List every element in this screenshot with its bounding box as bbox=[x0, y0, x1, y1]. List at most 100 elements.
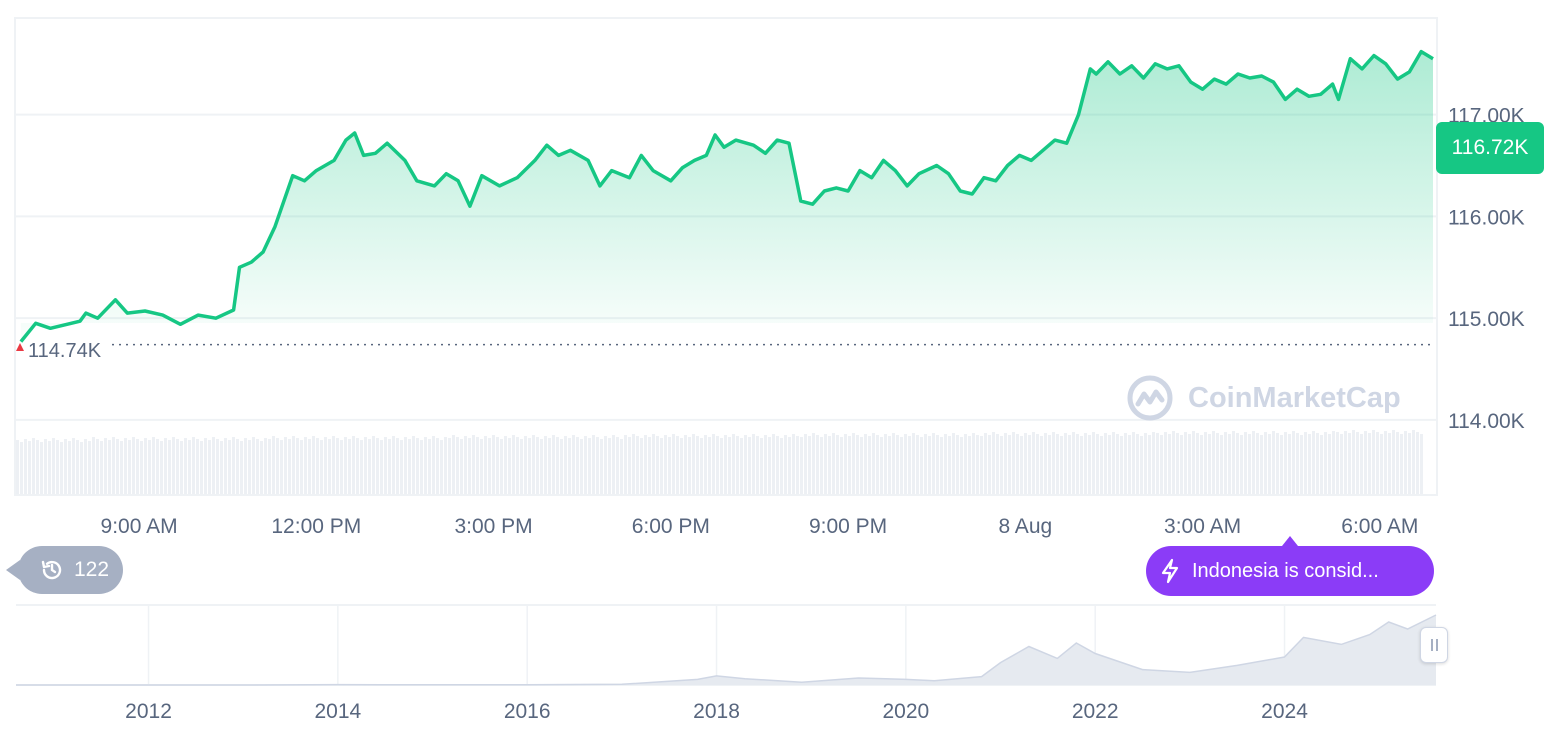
volume-bar bbox=[848, 436, 851, 494]
volume-bar bbox=[372, 436, 375, 494]
volume-bar bbox=[636, 436, 639, 494]
volume-bar bbox=[1416, 432, 1419, 494]
volume-bar bbox=[448, 438, 451, 494]
volume-bar bbox=[1392, 430, 1395, 494]
volume-bar bbox=[404, 437, 407, 494]
volume-bar bbox=[420, 440, 423, 494]
volume-bar bbox=[1268, 434, 1271, 494]
volume-bar bbox=[684, 435, 687, 494]
volume-bar bbox=[224, 438, 227, 494]
coinmarketcap-watermark: CoinMarketCap bbox=[1126, 374, 1401, 422]
volume-bar bbox=[628, 437, 631, 494]
volume-bar bbox=[1252, 431, 1255, 494]
volume-bar bbox=[1236, 433, 1239, 494]
volume-bar bbox=[956, 435, 959, 494]
overview-year-label: 2012 bbox=[125, 700, 172, 723]
volume-bar bbox=[1096, 434, 1099, 494]
volume-bar bbox=[1028, 435, 1031, 494]
volume-bar bbox=[1420, 434, 1423, 494]
volume-bar bbox=[828, 436, 831, 494]
volume-bar bbox=[272, 436, 275, 494]
volume-bar bbox=[880, 437, 883, 494]
volume-bar bbox=[836, 435, 839, 494]
volume-bar bbox=[940, 437, 943, 494]
volume-bar bbox=[1276, 433, 1279, 494]
volume-bar bbox=[964, 434, 967, 494]
volume-bar bbox=[1196, 433, 1199, 494]
volume-bar bbox=[520, 439, 523, 494]
volume-bar bbox=[156, 439, 159, 494]
volume-bar bbox=[884, 434, 887, 494]
volume-bar bbox=[1200, 435, 1203, 494]
volume-bar bbox=[624, 435, 627, 494]
volume-bar bbox=[1224, 432, 1227, 494]
volume-bar bbox=[516, 437, 519, 494]
volume-bar bbox=[368, 439, 371, 494]
volume-bar bbox=[456, 437, 459, 494]
volume-bar bbox=[816, 435, 819, 494]
volume-bar bbox=[544, 436, 547, 494]
volume-bar bbox=[1152, 432, 1155, 494]
volume-bar bbox=[308, 439, 311, 494]
volume-bar bbox=[1360, 434, 1363, 494]
volume-bar bbox=[1300, 435, 1303, 494]
history-button[interactable]: 122 bbox=[5, 546, 124, 594]
x-tick-label: 6:00 PM bbox=[632, 515, 710, 538]
volume-bar bbox=[696, 436, 699, 494]
volume-bar bbox=[1144, 433, 1147, 494]
volume-bar bbox=[376, 438, 379, 494]
volume-bar bbox=[144, 438, 147, 494]
volume-bar bbox=[340, 440, 343, 494]
overview-year-label: 2020 bbox=[883, 700, 930, 723]
volume-bar bbox=[788, 437, 791, 494]
volume-bar bbox=[1132, 432, 1135, 494]
volume-bar bbox=[960, 437, 963, 494]
volume-bar bbox=[36, 440, 39, 494]
volume-bar bbox=[440, 440, 443, 494]
volume-bar bbox=[1164, 432, 1167, 494]
volume-bar bbox=[192, 437, 195, 494]
volume-bar bbox=[132, 437, 135, 494]
volume-bar bbox=[1088, 435, 1091, 494]
volume-bar bbox=[888, 436, 891, 494]
volume-bar bbox=[736, 436, 739, 494]
volume-bar bbox=[1356, 432, 1359, 494]
range-slider-handle[interactable] bbox=[1420, 627, 1448, 663]
volume-bar bbox=[980, 436, 983, 494]
volume-bar bbox=[652, 434, 655, 494]
volume-bar bbox=[1308, 434, 1311, 494]
volume-bar bbox=[1272, 431, 1275, 494]
volume-bar bbox=[1368, 433, 1371, 494]
volume-bar bbox=[564, 436, 567, 494]
volume-bar bbox=[764, 435, 767, 494]
volume-bar bbox=[112, 437, 115, 494]
volume-bar bbox=[1400, 434, 1403, 494]
volume-bar bbox=[660, 438, 663, 494]
volume-bar bbox=[260, 441, 263, 494]
volume-bar bbox=[968, 436, 971, 494]
volume-bar bbox=[556, 437, 559, 494]
volume-bar bbox=[324, 437, 327, 494]
volume-bar bbox=[724, 435, 727, 494]
volume-bar bbox=[772, 434, 775, 494]
volume-bar bbox=[20, 442, 23, 494]
volume-bar bbox=[152, 437, 155, 494]
volume-bar bbox=[620, 439, 623, 494]
volume-bar bbox=[240, 441, 243, 494]
volume-bar bbox=[800, 437, 803, 494]
volume-bar bbox=[952, 433, 955, 494]
volume-bar bbox=[460, 439, 463, 494]
plot-frame bbox=[14, 17, 1438, 496]
overview-line bbox=[16, 614, 1437, 686]
volume-bar bbox=[844, 434, 847, 494]
volume-bar bbox=[548, 438, 551, 494]
volume-bar bbox=[180, 441, 183, 494]
current-price-badge: 116.72K bbox=[1436, 122, 1544, 174]
volume-bar bbox=[812, 433, 815, 494]
volume-bar bbox=[292, 436, 295, 494]
volume-bar bbox=[1160, 435, 1163, 494]
news-event-button[interactable]: Indonesia is consid... bbox=[1146, 536, 1434, 596]
volume-bar bbox=[44, 439, 47, 494]
volume-bar bbox=[648, 437, 651, 494]
